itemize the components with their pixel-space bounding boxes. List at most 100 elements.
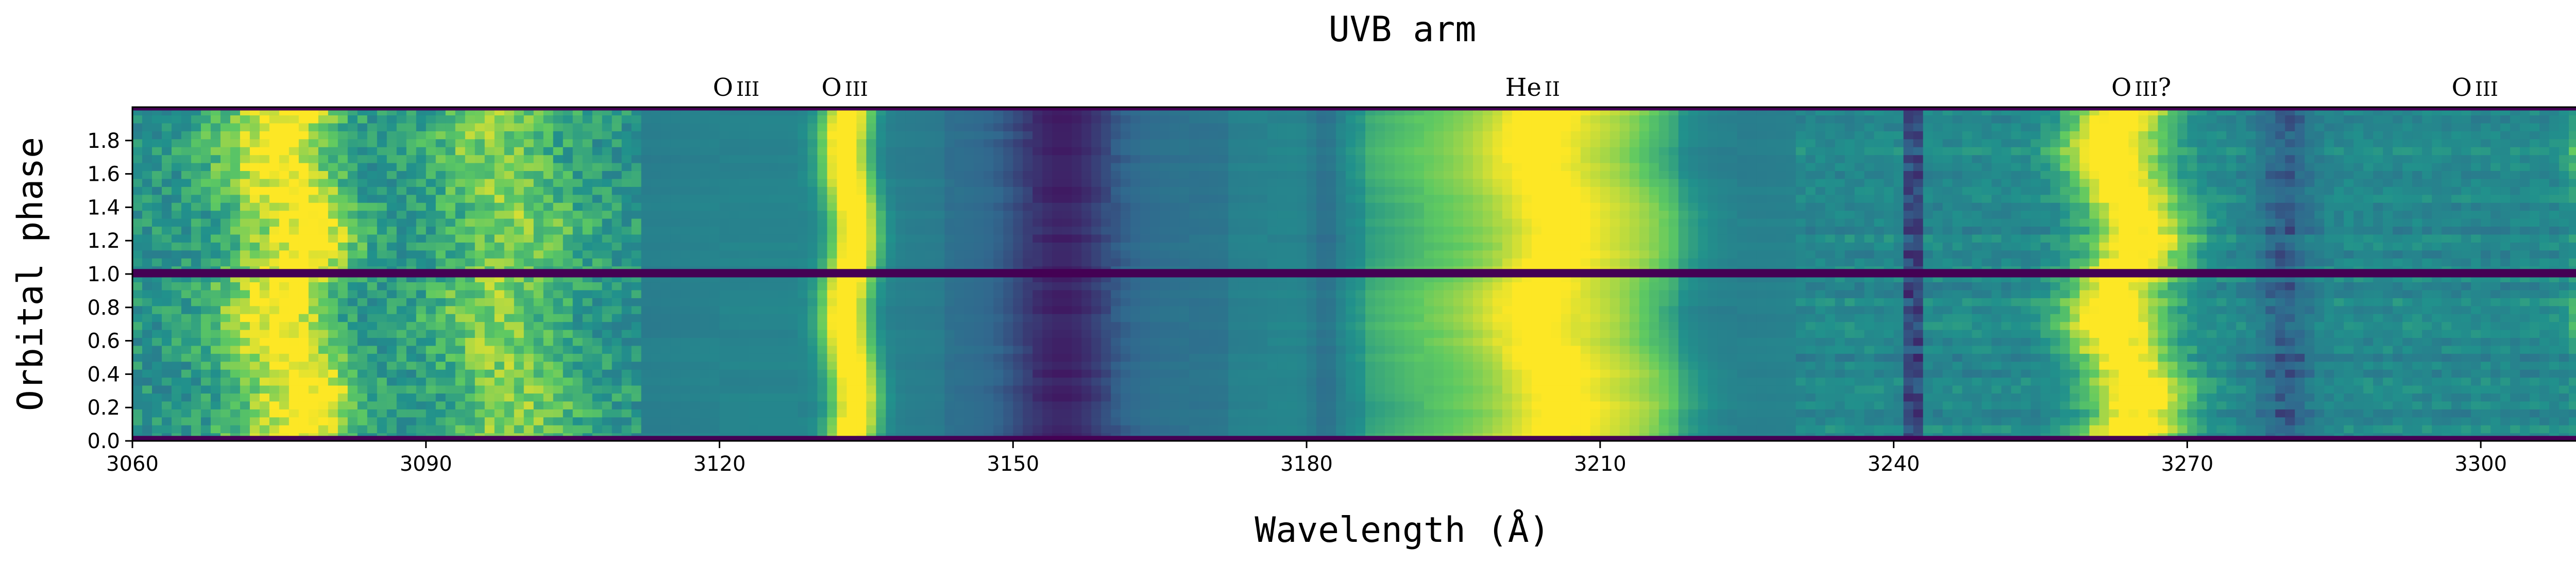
heatmap-cell (1570, 393, 1581, 402)
heatmap-cell (1062, 314, 1072, 322)
heatmap-cell (1942, 425, 1953, 434)
heatmap-cell (709, 401, 720, 409)
heatmap-cell (2148, 305, 2159, 314)
heatmap-cell (2030, 353, 2041, 362)
heatmap-cell (2167, 417, 2178, 425)
heatmap-cell (2207, 321, 2217, 330)
heatmap-cell (1805, 385, 1816, 394)
heatmap-cell (298, 298, 309, 306)
heatmap-cell (2109, 385, 2120, 394)
heatmap-cell (602, 409, 613, 418)
heatmap-cell (2256, 385, 2266, 394)
heatmap-cell (171, 314, 182, 322)
heatmap-cell (886, 369, 896, 378)
heatmap-cell (2119, 289, 2129, 298)
heatmap-cell (2314, 298, 2325, 306)
heatmap-cell (1052, 377, 1062, 386)
heatmap-cell (1160, 314, 1170, 322)
heatmap-cell (2167, 321, 2178, 330)
heatmap-cell (240, 377, 250, 386)
heatmap-cell (191, 377, 201, 386)
heatmap-cell (2275, 401, 2285, 409)
heatmap-cell (827, 345, 838, 354)
heatmap-cell (631, 330, 642, 338)
heatmap-cell (1512, 289, 1522, 298)
heatmap-cell (1062, 305, 1072, 314)
heatmap-cell (984, 305, 994, 314)
heatmap-cell (2177, 289, 2188, 298)
heatmap-cell (386, 385, 397, 394)
heatmap-cell (739, 425, 750, 434)
heatmap-cell (1747, 353, 1757, 362)
heatmap-cell (2402, 289, 2413, 298)
heatmap-cell (905, 377, 916, 386)
heatmap-cell (543, 305, 554, 314)
heatmap-cell (1121, 345, 1131, 354)
heatmap-cell (2344, 425, 2354, 434)
heatmap-cell (416, 289, 427, 298)
heatmap-cell (2265, 337, 2276, 346)
heatmap-cell (612, 425, 622, 434)
heatmap-cell (2461, 314, 2471, 322)
heatmap-cell (2226, 345, 2236, 354)
heatmap-cell (1580, 409, 1591, 418)
heatmap-cell (2021, 314, 2031, 322)
heatmap-cell (2177, 361, 2188, 370)
heatmap-cell (200, 289, 211, 298)
heatmap-cell (1492, 361, 1503, 370)
heatmap-cell (788, 401, 799, 409)
heatmap-cell (357, 409, 368, 418)
heatmap-cell (1795, 305, 1806, 314)
heatmap-cell (2128, 330, 2139, 338)
heatmap-cell (543, 369, 554, 378)
heatmap-cell (1003, 321, 1013, 330)
heatmap-cell (1707, 377, 1718, 386)
heatmap-cell (1776, 361, 1787, 370)
heatmap-cell (1815, 369, 1826, 378)
heatmap-cell (2128, 401, 2139, 409)
heatmap-cell (1395, 369, 1405, 378)
heatmap-cell (1287, 409, 1297, 418)
heatmap-cell (2167, 298, 2178, 306)
heatmap-cell (2383, 361, 2393, 370)
heatmap-cell (377, 305, 387, 314)
heatmap-cell (2461, 298, 2471, 306)
heatmap-cell (670, 321, 681, 330)
heatmap-cell (758, 385, 769, 394)
heatmap-cell (984, 330, 994, 338)
heatmap-cell (2530, 353, 2540, 362)
heatmap-cell (1844, 305, 1855, 314)
heatmap-cell (484, 282, 495, 290)
heatmap-cell (308, 298, 319, 306)
heatmap-cell (2539, 345, 2550, 354)
heatmap-cell (2432, 377, 2442, 386)
heatmap-cell (582, 425, 593, 434)
heatmap-cell (2510, 409, 2520, 418)
heatmap-cell (915, 401, 925, 409)
heatmap-cell (1893, 369, 1904, 378)
heatmap-cell (592, 393, 603, 402)
heatmap-cell (151, 353, 162, 362)
heatmap-cell (2079, 425, 2090, 434)
heatmap-cell (798, 353, 808, 362)
heatmap-cell (1482, 305, 1493, 314)
heatmap-cell (1062, 401, 1072, 409)
heatmap-cell (1042, 330, 1053, 338)
heatmap-cell (1277, 314, 1287, 322)
heatmap-cell (308, 393, 319, 402)
heatmap-cell (1609, 289, 1620, 298)
heatmap-cell (2089, 377, 2100, 386)
heatmap-cell (944, 361, 955, 370)
heatmap-cell (2148, 337, 2159, 346)
heatmap-cell (866, 289, 877, 298)
heatmap-cell (1844, 369, 1855, 378)
heatmap-cell (553, 369, 564, 378)
heatmap-cell (2344, 314, 2354, 322)
heatmap-cell (318, 417, 329, 425)
heatmap-cell (856, 330, 867, 338)
heatmap-cell (2099, 425, 2110, 434)
heatmap-cell (1707, 385, 1718, 394)
heatmap-cell (866, 345, 877, 354)
heatmap-cell (1385, 337, 1395, 346)
heatmap-cell (2167, 289, 2178, 298)
